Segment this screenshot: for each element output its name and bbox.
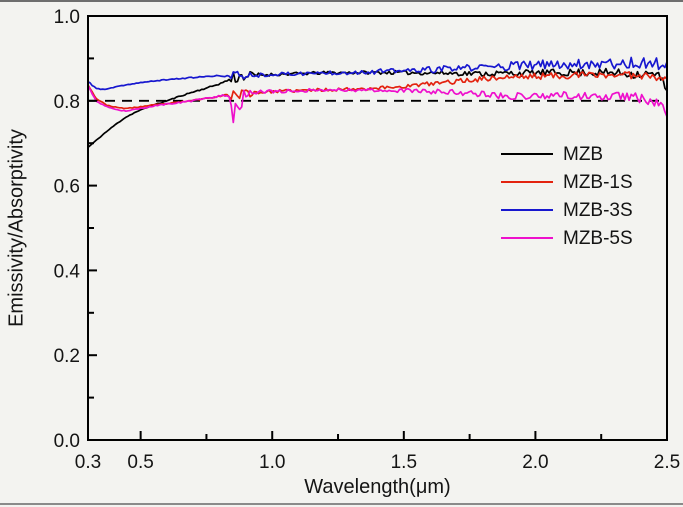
series-line-mzb-5s bbox=[87, 85, 668, 124]
series-line-mzb bbox=[87, 67, 668, 149]
x-tick-label-2.5: 2.5 bbox=[654, 452, 680, 473]
legend-item-mzb-5s: MZB-5S bbox=[501, 224, 633, 252]
legend-item-mzb-1s: MZB-1S bbox=[501, 168, 633, 196]
legend-item-mzb: MZB bbox=[501, 140, 633, 168]
y-tick-label-0.4: 0.4 bbox=[54, 261, 81, 282]
legend-line-sample-mzb bbox=[501, 153, 553, 155]
legend-line-sample-mzb-5s bbox=[501, 237, 553, 239]
y-tick-label-0.2: 0.2 bbox=[54, 346, 80, 367]
legend-line-sample-mzb-1s bbox=[501, 181, 553, 183]
y-tick-label-0.0: 0.0 bbox=[54, 431, 80, 452]
y-tick-label-1.0: 1.0 bbox=[54, 7, 80, 28]
x-tick-label-1.0: 1.0 bbox=[259, 452, 285, 473]
x-tick-label-1.5: 1.5 bbox=[391, 452, 417, 473]
x-tick-label-0.3: 0.3 bbox=[75, 452, 101, 473]
legend-line-sample-mzb-3s bbox=[501, 209, 553, 211]
legend-label-mzb-1s: MZB-1S bbox=[563, 171, 633, 193]
legend-item-mzb-3s: MZB-3S bbox=[501, 196, 633, 224]
y-axis-label: Emissivity/Absorptivity bbox=[5, 129, 28, 327]
y-tick-label-0.6: 0.6 bbox=[54, 177, 80, 198]
y-tick-label-0.8: 0.8 bbox=[54, 92, 80, 113]
plot-frame bbox=[87, 15, 668, 441]
x-tick-label-2.0: 2.0 bbox=[522, 452, 548, 473]
legend-label-mzb: MZB bbox=[563, 143, 604, 165]
legend: MZB MZB-1S MZB-3S MZB-5S bbox=[501, 140, 633, 252]
legend-label-mzb-3s: MZB-3S bbox=[563, 199, 633, 221]
x-tick-label-0.5: 0.5 bbox=[127, 452, 153, 473]
legend-label-mzb-5s: MZB-5S bbox=[563, 227, 633, 249]
series-line-mzb-3s bbox=[87, 56, 668, 91]
x-axis-label: Wavelength(μm) bbox=[304, 476, 451, 498]
